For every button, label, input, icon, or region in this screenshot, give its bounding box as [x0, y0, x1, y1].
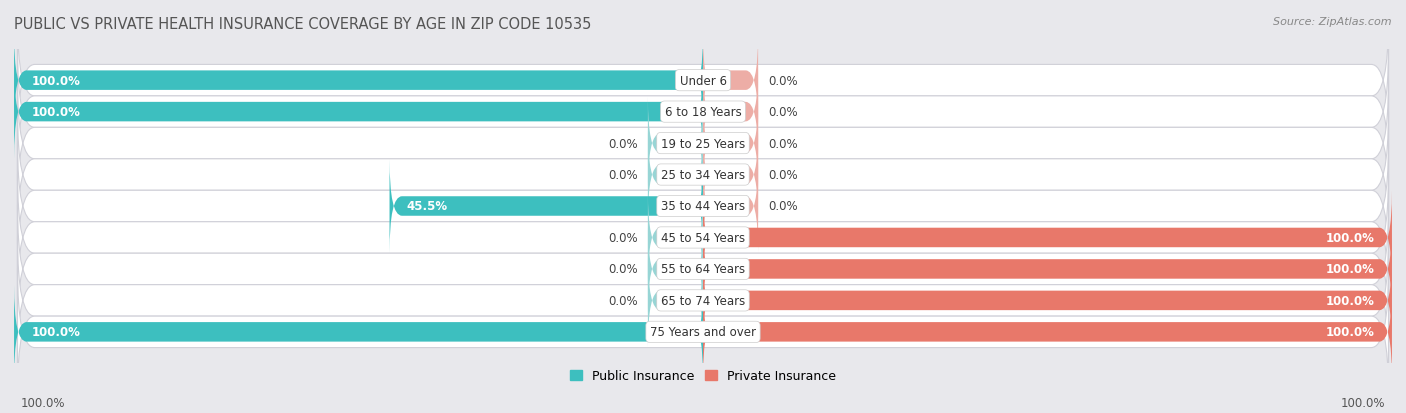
- Text: 100.0%: 100.0%: [1326, 294, 1375, 307]
- Text: 0.0%: 0.0%: [769, 137, 799, 150]
- Text: 19 to 25 Years: 19 to 25 Years: [661, 137, 745, 150]
- Text: 0.0%: 0.0%: [769, 106, 799, 119]
- Text: 6 to 18 Years: 6 to 18 Years: [665, 106, 741, 119]
- FancyBboxPatch shape: [14, 285, 703, 379]
- FancyBboxPatch shape: [17, 18, 1389, 144]
- FancyBboxPatch shape: [14, 34, 703, 128]
- FancyBboxPatch shape: [389, 160, 703, 253]
- Text: 45.5%: 45.5%: [406, 200, 449, 213]
- FancyBboxPatch shape: [17, 50, 1389, 175]
- Text: PUBLIC VS PRIVATE HEALTH INSURANCE COVERAGE BY AGE IN ZIP CODE 10535: PUBLIC VS PRIVATE HEALTH INSURANCE COVER…: [14, 17, 592, 31]
- Text: 100.0%: 100.0%: [31, 106, 80, 119]
- FancyBboxPatch shape: [17, 269, 1389, 395]
- Text: 100.0%: 100.0%: [1326, 231, 1375, 244]
- FancyBboxPatch shape: [17, 238, 1389, 363]
- Text: 65 to 74 Years: 65 to 74 Years: [661, 294, 745, 307]
- Text: 45 to 54 Years: 45 to 54 Years: [661, 231, 745, 244]
- FancyBboxPatch shape: [703, 97, 758, 190]
- Text: 0.0%: 0.0%: [769, 200, 799, 213]
- FancyBboxPatch shape: [703, 34, 758, 128]
- FancyBboxPatch shape: [648, 191, 703, 285]
- FancyBboxPatch shape: [17, 144, 1389, 269]
- FancyBboxPatch shape: [703, 254, 1392, 347]
- FancyBboxPatch shape: [17, 112, 1389, 238]
- Text: 35 to 44 Years: 35 to 44 Years: [661, 200, 745, 213]
- Text: 0.0%: 0.0%: [769, 169, 799, 182]
- FancyBboxPatch shape: [703, 128, 758, 222]
- Text: 75 Years and over: 75 Years and over: [650, 325, 756, 339]
- Text: 25 to 34 Years: 25 to 34 Years: [661, 169, 745, 182]
- Text: 100.0%: 100.0%: [1340, 396, 1385, 409]
- FancyBboxPatch shape: [14, 66, 703, 159]
- FancyBboxPatch shape: [648, 254, 703, 347]
- FancyBboxPatch shape: [648, 97, 703, 190]
- Text: 100.0%: 100.0%: [1326, 263, 1375, 276]
- FancyBboxPatch shape: [703, 285, 1392, 379]
- Text: 100.0%: 100.0%: [31, 325, 80, 339]
- Text: 0.0%: 0.0%: [607, 231, 637, 244]
- FancyBboxPatch shape: [17, 81, 1389, 206]
- FancyBboxPatch shape: [703, 223, 1392, 316]
- FancyBboxPatch shape: [648, 223, 703, 316]
- Text: 0.0%: 0.0%: [607, 137, 637, 150]
- Text: Source: ZipAtlas.com: Source: ZipAtlas.com: [1274, 17, 1392, 26]
- Text: 0.0%: 0.0%: [769, 74, 799, 88]
- Text: 0.0%: 0.0%: [607, 169, 637, 182]
- FancyBboxPatch shape: [703, 66, 758, 159]
- Text: 0.0%: 0.0%: [607, 294, 637, 307]
- Legend: Public Insurance, Private Insurance: Public Insurance, Private Insurance: [569, 369, 837, 382]
- Text: 100.0%: 100.0%: [31, 74, 80, 88]
- FancyBboxPatch shape: [703, 191, 1392, 285]
- Text: 55 to 64 Years: 55 to 64 Years: [661, 263, 745, 276]
- FancyBboxPatch shape: [648, 128, 703, 222]
- Text: 100.0%: 100.0%: [21, 396, 66, 409]
- FancyBboxPatch shape: [703, 160, 758, 253]
- Text: 0.0%: 0.0%: [607, 263, 637, 276]
- FancyBboxPatch shape: [17, 206, 1389, 332]
- Text: 100.0%: 100.0%: [1326, 325, 1375, 339]
- FancyBboxPatch shape: [17, 175, 1389, 301]
- Text: Under 6: Under 6: [679, 74, 727, 88]
